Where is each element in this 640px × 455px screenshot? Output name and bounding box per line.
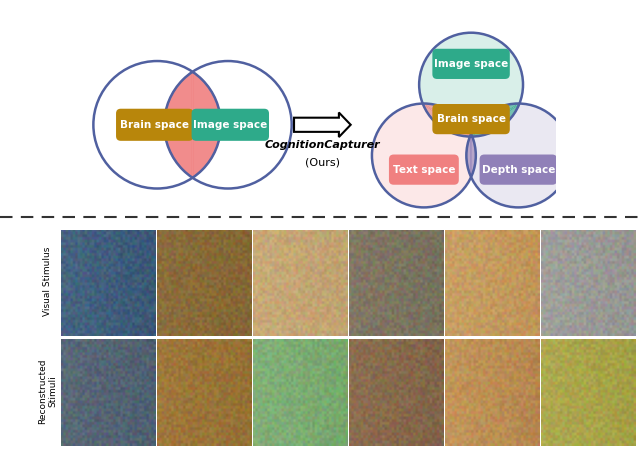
Text: Text space: Text space [392, 165, 455, 175]
FancyBboxPatch shape [191, 109, 269, 141]
Polygon shape [467, 134, 476, 177]
Circle shape [419, 33, 523, 136]
FancyBboxPatch shape [479, 155, 557, 185]
Text: CognitionCapturer: CognitionCapturer [264, 140, 380, 150]
Polygon shape [422, 104, 472, 136]
Polygon shape [164, 72, 221, 178]
Polygon shape [470, 104, 520, 136]
Text: Depth space: Depth space [482, 165, 555, 175]
FancyBboxPatch shape [389, 155, 459, 185]
FancyBboxPatch shape [116, 109, 193, 141]
Text: (Ours): (Ours) [305, 157, 340, 167]
Text: Brain space: Brain space [120, 120, 189, 130]
Text: Image space: Image space [434, 59, 508, 69]
FancyBboxPatch shape [433, 49, 510, 79]
FancyArrow shape [294, 112, 351, 137]
FancyBboxPatch shape [433, 104, 510, 134]
Text: Image space: Image space [193, 120, 268, 130]
Circle shape [467, 104, 570, 207]
Circle shape [372, 104, 476, 207]
Text: Reconstructed
Stimuli: Reconstructed Stimuli [38, 358, 58, 424]
Text: Brain space: Brain space [436, 114, 506, 124]
Text: Visual Stimulus: Visual Stimulus [44, 247, 52, 316]
